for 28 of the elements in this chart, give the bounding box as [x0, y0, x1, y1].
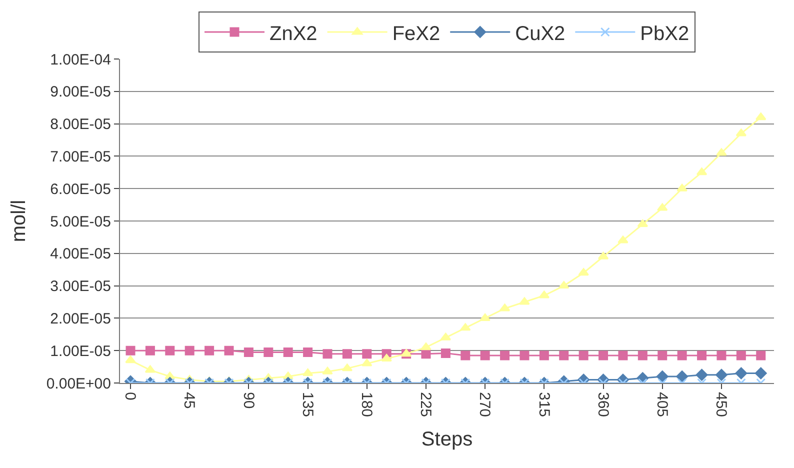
legend-label: FeX2: [392, 22, 440, 45]
x-tick-label: 450: [712, 392, 730, 418]
x-tick-label: 315: [535, 392, 552, 418]
x-axis-title: Steps: [421, 428, 473, 451]
y-tick-label: 9.00E-05: [50, 84, 111, 101]
y-tick-label: 4.00E-05: [50, 246, 111, 263]
x-tick-label: 360: [594, 392, 612, 418]
y-tick-label: 1.00E-04: [50, 51, 111, 68]
y-tick-label: 8.00E-05: [50, 116, 111, 134]
x-tick-label: 180: [358, 392, 376, 418]
x-tick-label: 225: [417, 392, 434, 418]
x-tick-label: 90: [240, 392, 257, 409]
x-tick-label: 270: [476, 392, 494, 418]
y-tick-label: 5.00E-05: [50, 213, 111, 230]
y-tick-label: 6.00E-05: [50, 180, 111, 198]
y-tick-label: 1.00E-05: [50, 342, 111, 360]
x-tick-label: 405: [653, 392, 670, 418]
x-tick-label: 0: [122, 392, 139, 400]
y-tick-label: 2.00E-05: [50, 310, 111, 328]
legend-label: ZnX2: [270, 22, 318, 45]
legend-label: PbX2: [640, 22, 690, 45]
x-tick-label: 45: [180, 392, 198, 409]
legend-label: CuX2: [515, 22, 566, 45]
y-axis-title: mol/l: [8, 200, 30, 242]
y-tick-label: 7.00E-05: [50, 148, 111, 166]
y-tick-label: 3.00E-05: [50, 278, 111, 296]
x-tick-label: 135: [298, 392, 316, 418]
y-tick-label: 0.00E+00: [46, 375, 111, 392]
